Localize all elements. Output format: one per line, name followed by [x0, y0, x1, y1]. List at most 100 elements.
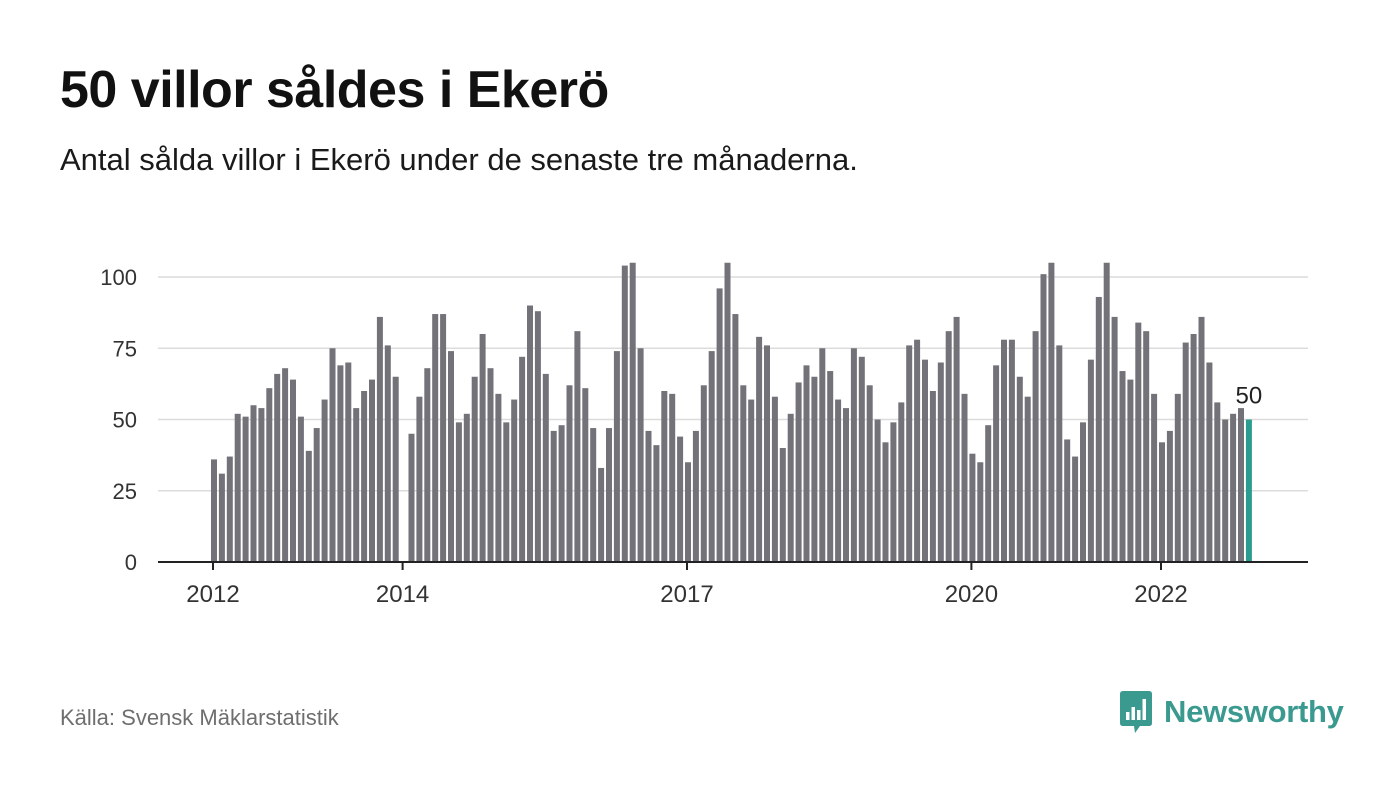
source-note: Källa: Svensk Mäklarstatistik	[60, 705, 339, 730]
bar	[637, 348, 644, 562]
bar	[1001, 339, 1007, 562]
bar	[266, 388, 273, 562]
bar	[858, 356, 865, 562]
bar	[1190, 334, 1197, 562]
newsworthy-icon	[1120, 691, 1152, 733]
bar	[353, 408, 360, 562]
bar	[1174, 393, 1181, 562]
bar	[645, 430, 652, 562]
bar	[771, 396, 778, 562]
bar	[574, 331, 581, 562]
bar	[1143, 331, 1150, 562]
bar	[590, 428, 597, 562]
bar	[487, 368, 494, 562]
bar	[756, 336, 763, 562]
bar	[811, 376, 818, 562]
bar	[1072, 456, 1079, 562]
bar	[242, 416, 249, 562]
bar	[250, 405, 257, 562]
bar	[787, 413, 794, 562]
bar	[479, 334, 486, 562]
y-tick-label: 75	[113, 336, 137, 361]
bar	[274, 373, 281, 562]
bar	[455, 422, 462, 562]
bar	[432, 314, 439, 562]
bar	[527, 305, 533, 562]
newsworthy-logo: Newsworthy	[1118, 688, 1344, 736]
bar	[653, 445, 660, 562]
chart-title: 50 villor såldes i Ekerö	[60, 61, 609, 119]
highlight-value-label: 50	[1236, 383, 1263, 410]
bar	[384, 345, 391, 562]
bar	[424, 368, 431, 562]
bar	[700, 385, 707, 562]
bar	[542, 373, 549, 562]
x-tick-label: 2012	[186, 581, 239, 608]
bar	[1095, 296, 1102, 562]
bar	[290, 379, 296, 562]
bar	[748, 399, 755, 562]
bar	[613, 351, 620, 562]
y-tick-label: 50	[113, 408, 137, 433]
bar	[1087, 359, 1094, 562]
bar	[1182, 342, 1189, 562]
bar	[297, 416, 304, 562]
bar	[661, 391, 668, 562]
bar	[732, 314, 739, 562]
bar	[835, 399, 842, 562]
bar	[819, 348, 826, 562]
bar	[1119, 371, 1126, 562]
bar	[376, 316, 383, 562]
bar	[1040, 274, 1047, 562]
bar	[392, 376, 399, 562]
bar	[1135, 322, 1142, 562]
bar	[629, 262, 636, 562]
bar	[906, 345, 913, 562]
x-tick-label: 2022	[1134, 581, 1187, 608]
bar-highlight	[1245, 419, 1252, 562]
bar	[463, 413, 470, 562]
x-tick-label: 2020	[945, 581, 998, 608]
bar	[708, 351, 715, 562]
bar	[337, 365, 344, 562]
bar	[598, 467, 605, 562]
bar	[937, 362, 944, 562]
bar	[929, 391, 936, 562]
bar	[1151, 393, 1158, 562]
bar	[716, 288, 723, 562]
bar	[922, 359, 928, 562]
bar	[1159, 442, 1165, 562]
y-tick-label: 0	[125, 550, 137, 575]
bar	[495, 393, 502, 562]
axes	[158, 561, 1308, 570]
labels: 0 25 50 75 100 50 2012 2014 2017 2020 2022	[100, 265, 1262, 608]
bar	[827, 371, 834, 562]
bar	[898, 402, 905, 562]
chart-subtitle: Antal sålda villor i Ekerö under de sena…	[60, 142, 858, 177]
bar	[953, 316, 960, 562]
bar	[313, 428, 320, 562]
bar	[914, 339, 921, 562]
bar	[345, 362, 352, 562]
bar	[258, 408, 265, 562]
x-tick-label: 2017	[660, 581, 713, 608]
bar-chart: 0 25 50 75 100 50 2012 2014 2017 2020 2022	[100, 262, 1308, 608]
bar	[448, 351, 454, 562]
bar	[740, 385, 747, 562]
bar	[550, 430, 557, 562]
bar	[1111, 316, 1118, 562]
bar	[534, 311, 541, 562]
bar	[850, 348, 857, 562]
bar	[1214, 402, 1221, 562]
bar	[1238, 408, 1244, 562]
bar	[677, 436, 684, 562]
bar	[692, 430, 699, 562]
bar	[519, 356, 526, 562]
bar	[874, 419, 881, 562]
bar	[669, 393, 676, 562]
bar	[226, 456, 233, 562]
bar	[1064, 439, 1071, 562]
bar	[321, 399, 328, 562]
bar	[218, 473, 225, 562]
bar	[234, 413, 241, 562]
